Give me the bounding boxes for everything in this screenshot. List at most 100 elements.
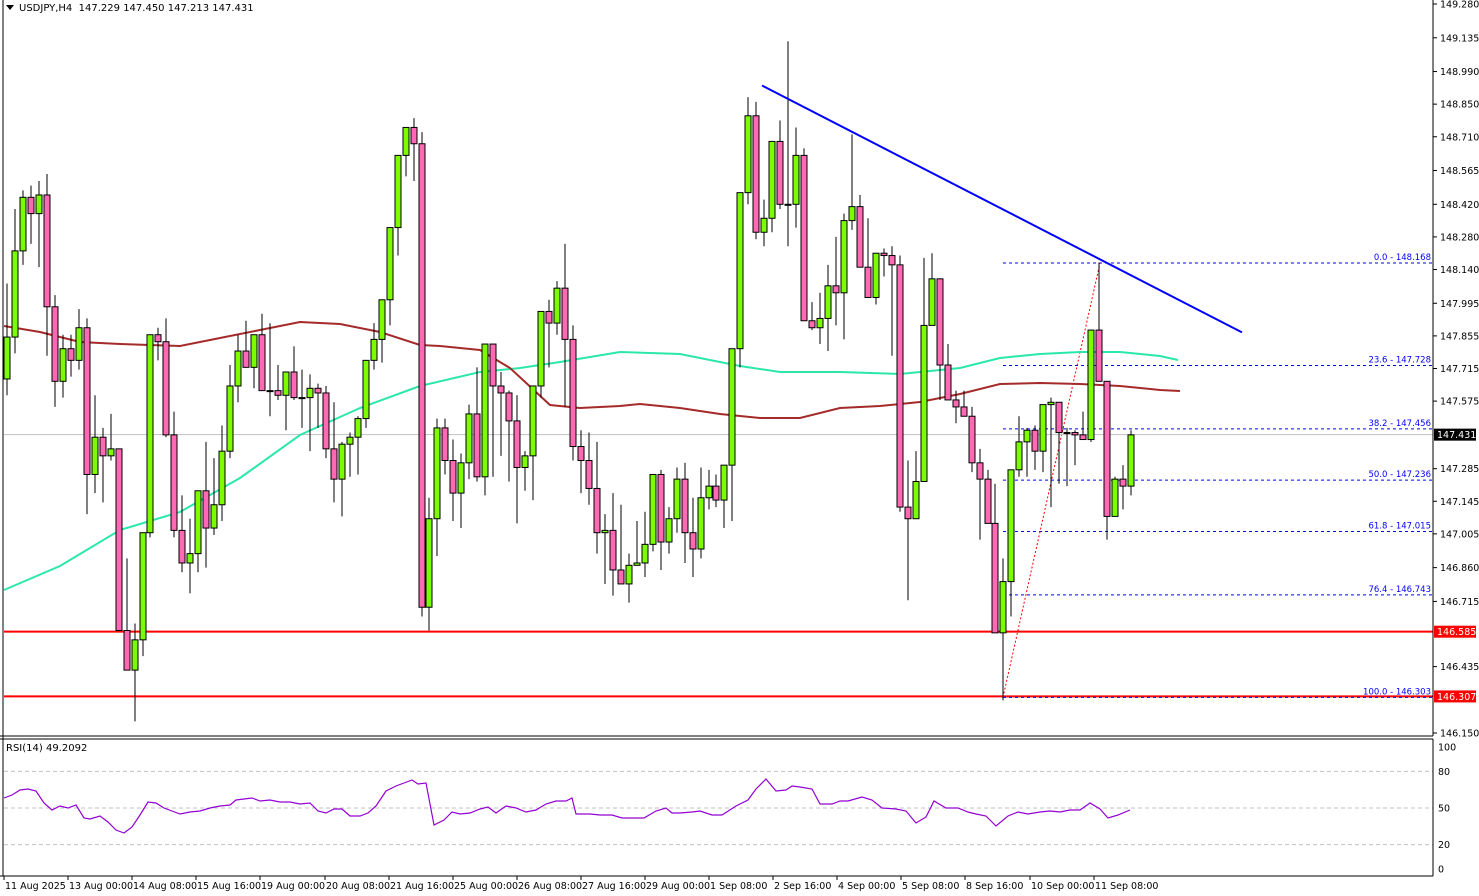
candle-bullish: [194, 490, 202, 555]
candle-bullish: [697, 497, 705, 550]
candle-bullish: [35, 194, 43, 215]
candle-bearish: [776, 140, 784, 205]
candle-bearish: [904, 506, 912, 520]
candle-bearish: [1031, 429, 1039, 452]
candle-bullish: [1111, 478, 1119, 517]
candle-bearish: [577, 446, 585, 461]
price-tick-label: 146.150: [1440, 729, 1479, 740]
candle-bullish: [720, 464, 728, 501]
candle-bearish: [561, 287, 569, 340]
candle-bearish: [800, 154, 808, 322]
candle-bullish: [848, 206, 856, 222]
candle-bearish: [888, 255, 896, 266]
candle-bullish: [234, 350, 242, 387]
candle-bullish: [1007, 469, 1015, 583]
candle-bearish: [418, 143, 426, 608]
candle-bearish: [1071, 432, 1079, 436]
candle-bullish: [928, 278, 936, 326]
moving-average-slow: [3, 320, 1181, 419]
candle-bullish: [728, 348, 736, 466]
candle-bullish: [529, 385, 537, 457]
candle-bearish: [681, 478, 689, 534]
time-tick-label: 27 Aug 16:00: [582, 881, 646, 892]
candle-bearish: [441, 427, 449, 461]
time-tick-label: 4 Sep 00:00: [838, 881, 895, 892]
fib-level-label: 50.0 - 147.236: [1368, 470, 1431, 480]
candle-bearish: [473, 413, 481, 478]
candle-bullish: [665, 518, 673, 543]
candle-bearish: [808, 320, 816, 329]
bearish-trendline[interactable]: [761, 84, 1243, 334]
candle-bearish: [896, 264, 904, 508]
candle-bearish: [505, 392, 513, 422]
candle-bullish: [354, 418, 362, 438]
support-price-badge-bg: [1434, 690, 1476, 703]
moving-average-fast: [3, 350, 1179, 591]
time-tick-label: 26 Aug 08:00: [518, 881, 582, 892]
chart-header: USDJPY,H4 147.229 147.450 147.213 147.43…: [6, 3, 254, 14]
price-tick-label: 147.005: [1440, 529, 1479, 540]
candle-bullish: [210, 504, 218, 529]
candle-bearish: [856, 206, 864, 268]
price-tick-label: 148.140: [1440, 265, 1479, 276]
candle-bearish: [657, 473, 665, 543]
candle-bearish: [545, 310, 553, 324]
candle-bullish: [920, 324, 928, 482]
rsi-line: [3, 778, 1131, 834]
candle-bullish: [641, 543, 649, 564]
candle-bearish: [609, 529, 617, 571]
price-tick-label: 148.280: [1440, 232, 1479, 243]
dropdown-triangle-icon[interactable]: [6, 5, 14, 10]
time-tick-label: 20 Aug 08:00: [326, 881, 390, 892]
price-tick-label: 146.435: [1440, 662, 1479, 673]
candle-bullish: [1015, 441, 1023, 471]
time-tick-label: 1 Sep 08:00: [710, 881, 767, 892]
price-tick-label: 146.715: [1440, 597, 1479, 608]
time-tick-label: 15 Aug 16:00: [197, 881, 261, 892]
candle-bearish: [123, 630, 131, 671]
candle-bearish: [960, 406, 968, 417]
candle-bearish: [51, 306, 59, 382]
time-tick-label: 8 Sep 16:00: [966, 881, 1023, 892]
fib-level-label: 76.4 - 146.743: [1368, 585, 1431, 595]
candle-bullish: [306, 387, 314, 399]
candle-bullish: [1039, 404, 1047, 452]
candle-bearish: [410, 126, 418, 145]
candle-bullish: [346, 436, 354, 445]
candle-bullish: [218, 450, 226, 506]
candle-bearish: [864, 266, 872, 298]
candle-bearish: [1079, 434, 1087, 441]
candle-bullish: [760, 217, 768, 233]
candle-bullish: [1023, 429, 1031, 443]
candle-bearish: [1119, 478, 1127, 487]
candle-bearish: [43, 194, 51, 308]
rsi-tick-label: 0: [1438, 865, 1444, 876]
time-tick-label: 13 Aug 00:00: [69, 881, 133, 892]
time-tick-label: 21 Aug 16:00: [390, 881, 454, 892]
price-tick-label: 147.855: [1440, 331, 1479, 342]
candle-bullish: [521, 455, 529, 468]
candle-bullish: [370, 338, 378, 361]
candle-bearish: [712, 485, 720, 501]
candle-bearish: [115, 448, 123, 632]
candle-bearish: [1103, 380, 1111, 517]
price-tick-label: 147.145: [1440, 497, 1479, 508]
fibonacci-retracement[interactable]: 0.0 - 148.168 23.6 - 147.728 38.2 - 147.45…: [1002, 253, 1433, 698]
rsi-label: RSI(14) 49.2092: [6, 743, 88, 754]
candle-bearish: [832, 285, 840, 294]
candle-bullish: [386, 227, 394, 301]
current-price-badge: 147.431: [1437, 430, 1476, 441]
candle-bearish: [569, 338, 577, 448]
candle-bullish: [824, 285, 832, 319]
candle-bearish: [984, 478, 992, 524]
candle-bullish: [912, 480, 920, 520]
price-tick-label: 148.850: [1440, 100, 1479, 111]
ohlc-values: 147.229 147.450 147.213 147.431: [78, 3, 254, 14]
candle-bearish: [1095, 329, 1103, 382]
candle-bullish: [282, 371, 290, 396]
price-tick-label: 149.135: [1440, 33, 1479, 44]
time-tick-label: 11 Sep 08:00: [1095, 881, 1158, 892]
candle-bearish: [99, 436, 107, 457]
